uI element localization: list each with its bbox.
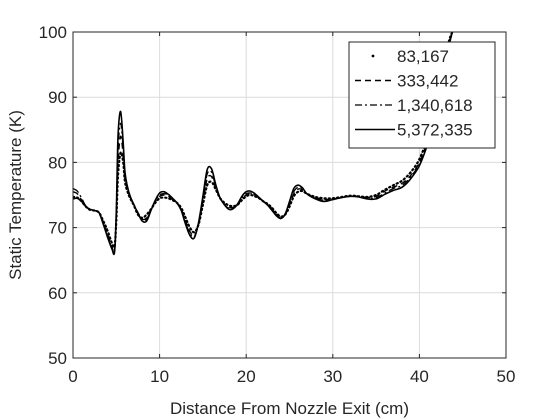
y-axis-label: Static Temperature (K) bbox=[6, 110, 25, 280]
y-tick-label: 100 bbox=[39, 23, 67, 42]
x-tick-label: 20 bbox=[237, 367, 256, 386]
legend-label-1: 83,167 bbox=[397, 47, 449, 66]
legend-label-2: 333,442 bbox=[397, 72, 458, 91]
axes-box bbox=[72, 31, 507, 359]
y-tick-label: 80 bbox=[48, 153, 67, 172]
x-tick-label: 10 bbox=[150, 367, 169, 386]
x-tick-label: 50 bbox=[497, 367, 516, 386]
legend: 83,167 333,442 1,340,618 5,372,335 bbox=[348, 41, 496, 149]
series-line-4 bbox=[73, 32, 454, 256]
x-tick-labels: 0 10 20 30 40 50 bbox=[68, 367, 515, 386]
x-tick-label: 0 bbox=[68, 367, 77, 386]
legend-label-4: 5,372,335 bbox=[397, 121, 473, 140]
legend-marker-1 bbox=[371, 54, 375, 58]
y-tick-label: 90 bbox=[48, 88, 67, 107]
legend-label-3: 1,340,618 bbox=[397, 96, 473, 115]
axis-ticks bbox=[72, 31, 507, 359]
series-layer bbox=[73, 32, 454, 256]
x-tick-label: 40 bbox=[410, 367, 429, 386]
y-tick-label: 50 bbox=[48, 349, 67, 368]
y-tick-labels: 50 60 70 80 90 100 bbox=[39, 23, 67, 368]
y-tick-label: 60 bbox=[48, 284, 67, 303]
x-tick-label: 30 bbox=[323, 367, 342, 386]
legend-box bbox=[348, 41, 496, 149]
x-axis-label: Distance From Nozzle Exit (cm) bbox=[170, 399, 409, 418]
y-tick-label: 70 bbox=[48, 219, 67, 238]
